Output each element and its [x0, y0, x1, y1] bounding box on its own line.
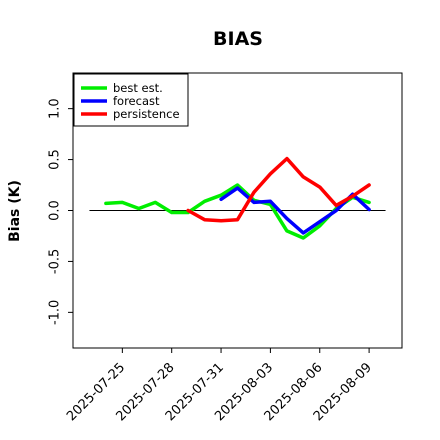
y-tick-label: 0.0 [48, 200, 63, 221]
series-line-persistence [186, 156, 371, 223]
y-axis-label: Bias (K) [7, 180, 23, 242]
legend-label-forecast: forecast [113, 94, 160, 108]
y-tick-label: 0.5 [48, 149, 63, 170]
legend-label-persistence: persistence [113, 107, 180, 121]
y-tick-label: 1.0 [48, 98, 63, 119]
legend: best est. forecast persistence [73, 73, 189, 127]
y-tick-label: -0.5 [48, 249, 63, 274]
legend-label-best-est: best est. [113, 81, 163, 95]
chart-title: BIAS [213, 28, 263, 50]
y-tick-label: -1.0 [48, 300, 63, 325]
